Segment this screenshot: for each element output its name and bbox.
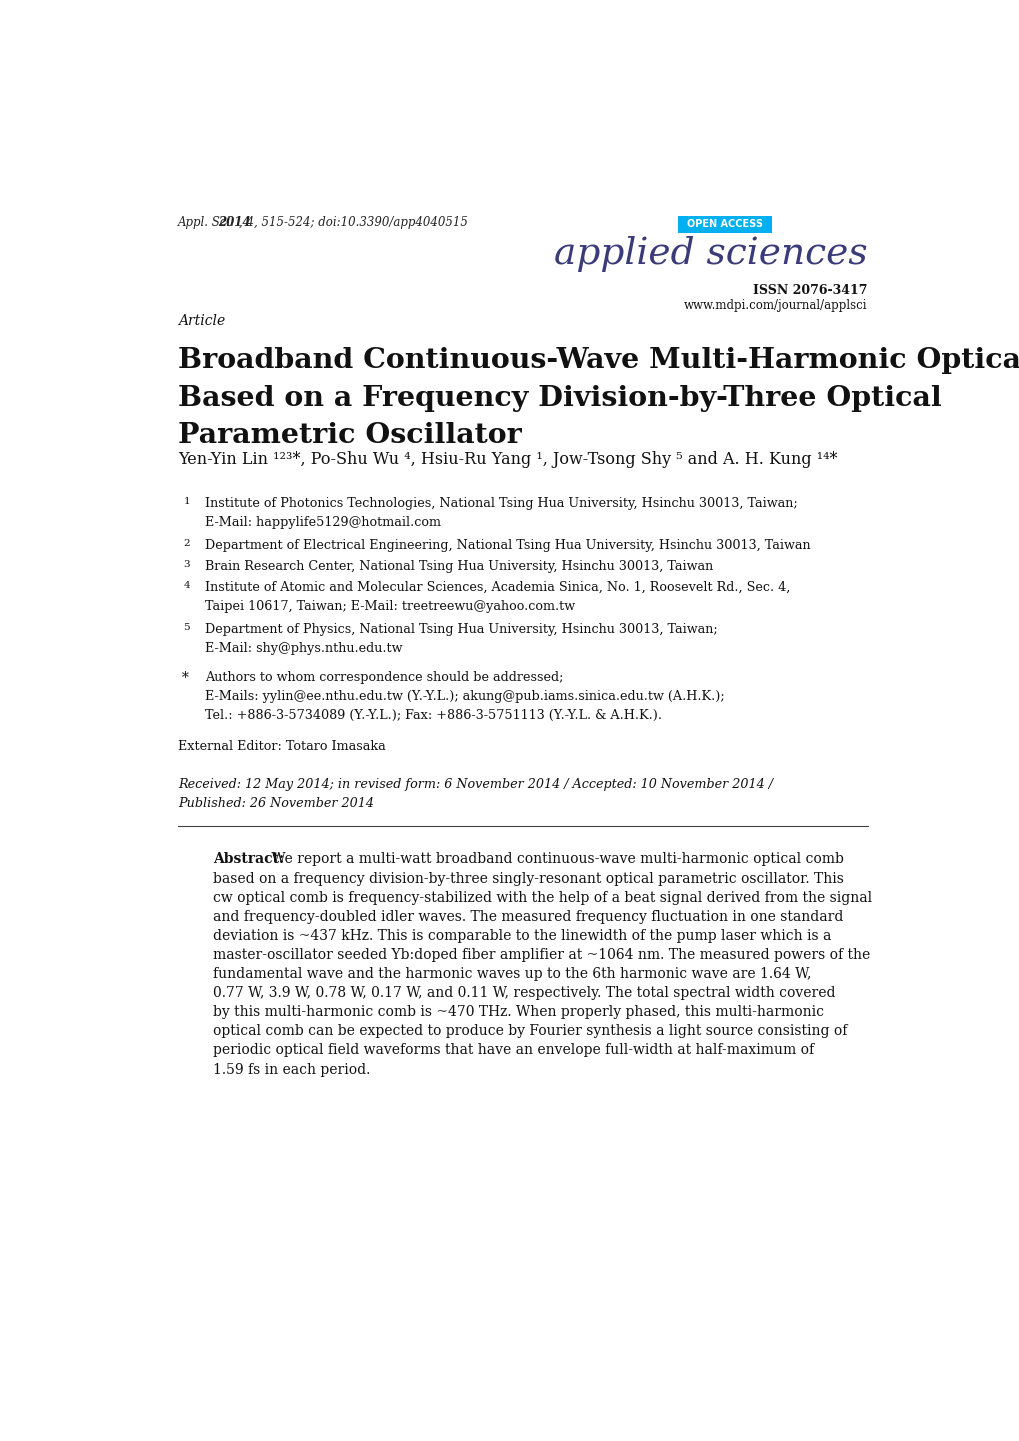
Text: Brain Research Center, National Tsing Hua University, Hsinchu 30013, Taiwan: Brain Research Center, National Tsing Hu… bbox=[205, 561, 712, 574]
Text: Taipei 10617, Taiwan; E-Mail: treetreewu@yahoo.com.tw: Taipei 10617, Taiwan; E-Mail: treetreewu… bbox=[205, 601, 575, 614]
Text: optical comb can be expected to produce by Fourier synthesis a light source cons: optical comb can be expected to produce … bbox=[213, 1025, 847, 1039]
Text: , 4, 515-524; doi:10.3390/app4040515: , 4, 515-524; doi:10.3390/app4040515 bbox=[238, 216, 468, 229]
Text: We report a multi-watt broadband continuous-wave multi-harmonic optical comb: We report a multi-watt broadband continu… bbox=[266, 853, 843, 866]
Text: 3: 3 bbox=[183, 561, 190, 569]
Text: periodic optical field waveforms that have an envelope full-width at half-maximu: periodic optical field waveforms that ha… bbox=[213, 1043, 813, 1058]
Text: Institute of Photonics Technologies, National Tsing Hua University, Hsinchu 3001: Institute of Photonics Technologies, Nat… bbox=[205, 497, 797, 510]
Text: master-oscillator seeded Yb:doped fiber amplifier at ~1064 nm. The measured powe: master-oscillator seeded Yb:doped fiber … bbox=[213, 948, 869, 963]
Text: ISSN 2076-3417: ISSN 2076-3417 bbox=[752, 284, 867, 297]
Text: 4: 4 bbox=[183, 581, 190, 591]
Text: Authors to whom correspondence should be addressed;: Authors to whom correspondence should be… bbox=[205, 672, 562, 684]
Text: Institute of Atomic and Molecular Sciences, Academia Sinica, No. 1, Roosevelt Rd: Institute of Atomic and Molecular Scienc… bbox=[205, 581, 790, 594]
Text: Based on a Frequency Division-by-Three Optical: Based on a Frequency Division-by-Three O… bbox=[177, 385, 941, 412]
Text: *: * bbox=[181, 672, 189, 684]
Text: cw optical comb is frequency-stabilized with the help of a beat signal derived f: cw optical comb is frequency-stabilized … bbox=[213, 891, 871, 905]
FancyBboxPatch shape bbox=[677, 216, 771, 232]
Text: 1: 1 bbox=[183, 497, 190, 506]
Text: 2: 2 bbox=[183, 539, 190, 548]
Text: and frequency-doubled idler waves. The measured frequency fluctuation in one sta: and frequency-doubled idler waves. The m… bbox=[213, 909, 843, 924]
Text: Tel.: +886-3-5734089 (Y.-Y.L.); Fax: +886-3-5751113 (Y.-Y.L. & A.H.K.).: Tel.: +886-3-5734089 (Y.-Y.L.); Fax: +88… bbox=[205, 709, 661, 722]
Text: Article: Article bbox=[177, 314, 225, 329]
Text: Yen-Yin Lin ¹²³*, Po-Shu Wu ⁴, Hsiu-Ru Yang ¹, Jow-Tsong Shy ⁵ and A. H. Kung ¹⁴: Yen-Yin Lin ¹²³*, Po-Shu Wu ⁴, Hsiu-Ru Y… bbox=[177, 451, 837, 468]
Text: www.mdpi.com/journal/applsci: www.mdpi.com/journal/applsci bbox=[684, 300, 867, 313]
Text: based on a frequency division-by-three singly-resonant optical parametric oscill: based on a frequency division-by-three s… bbox=[213, 872, 843, 886]
Text: Parametric Oscillator: Parametric Oscillator bbox=[177, 422, 521, 450]
Text: Received: 12 May 2014; in revised form: 6 November 2014 / Accepted: 10 November : Received: 12 May 2014; in revised form: … bbox=[177, 778, 772, 791]
Text: fundamental wave and the harmonic waves up to the 6th harmonic wave are 1.64 W,: fundamental wave and the harmonic waves … bbox=[213, 967, 810, 981]
Text: OPEN ACCESS: OPEN ACCESS bbox=[687, 219, 762, 229]
Text: External Editor: Totaro Imasaka: External Editor: Totaro Imasaka bbox=[177, 739, 385, 752]
Text: Published: 26 November 2014: Published: 26 November 2014 bbox=[177, 797, 374, 810]
Text: applied sciences: applied sciences bbox=[553, 236, 867, 272]
Text: 0.77 W, 3.9 W, 0.78 W, 0.17 W, and 0.11 W, respectively. The total spectral widt: 0.77 W, 3.9 W, 0.78 W, 0.17 W, and 0.11 … bbox=[213, 986, 835, 1000]
Text: 5: 5 bbox=[183, 623, 190, 633]
Text: E-Mails: yylin@ee.nthu.edu.tw (Y.-Y.L.); akung@pub.iams.sinica.edu.tw (A.H.K.);: E-Mails: yylin@ee.nthu.edu.tw (Y.-Y.L.);… bbox=[205, 690, 723, 703]
Text: deviation is ~437 kHz. This is comparable to the linewidth of the pump laser whi: deviation is ~437 kHz. This is comparabl… bbox=[213, 929, 830, 942]
Text: Broadband Continuous-Wave Multi-Harmonic Optical Comb: Broadband Continuous-Wave Multi-Harmonic… bbox=[177, 347, 1019, 375]
Text: 1.59 fs in each period.: 1.59 fs in each period. bbox=[213, 1062, 370, 1076]
Text: E-Mail: happylife5129@hotmail.com: E-Mail: happylife5129@hotmail.com bbox=[205, 516, 440, 529]
Text: Department of Electrical Engineering, National Tsing Hua University, Hsinchu 300: Department of Electrical Engineering, Na… bbox=[205, 539, 810, 552]
Text: Abstract:: Abstract: bbox=[213, 853, 283, 866]
Text: E-Mail: shy@phys.nthu.edu.tw: E-Mail: shy@phys.nthu.edu.tw bbox=[205, 643, 403, 656]
Text: 2014: 2014 bbox=[218, 216, 251, 229]
Text: Department of Physics, National Tsing Hua University, Hsinchu 30013, Taiwan;: Department of Physics, National Tsing Hu… bbox=[205, 623, 717, 635]
Text: by this multi-harmonic comb is ~470 THz. When properly phased, this multi-harmon: by this multi-harmonic comb is ~470 THz.… bbox=[213, 1006, 823, 1019]
Text: Appl. Sci.: Appl. Sci. bbox=[177, 216, 238, 229]
